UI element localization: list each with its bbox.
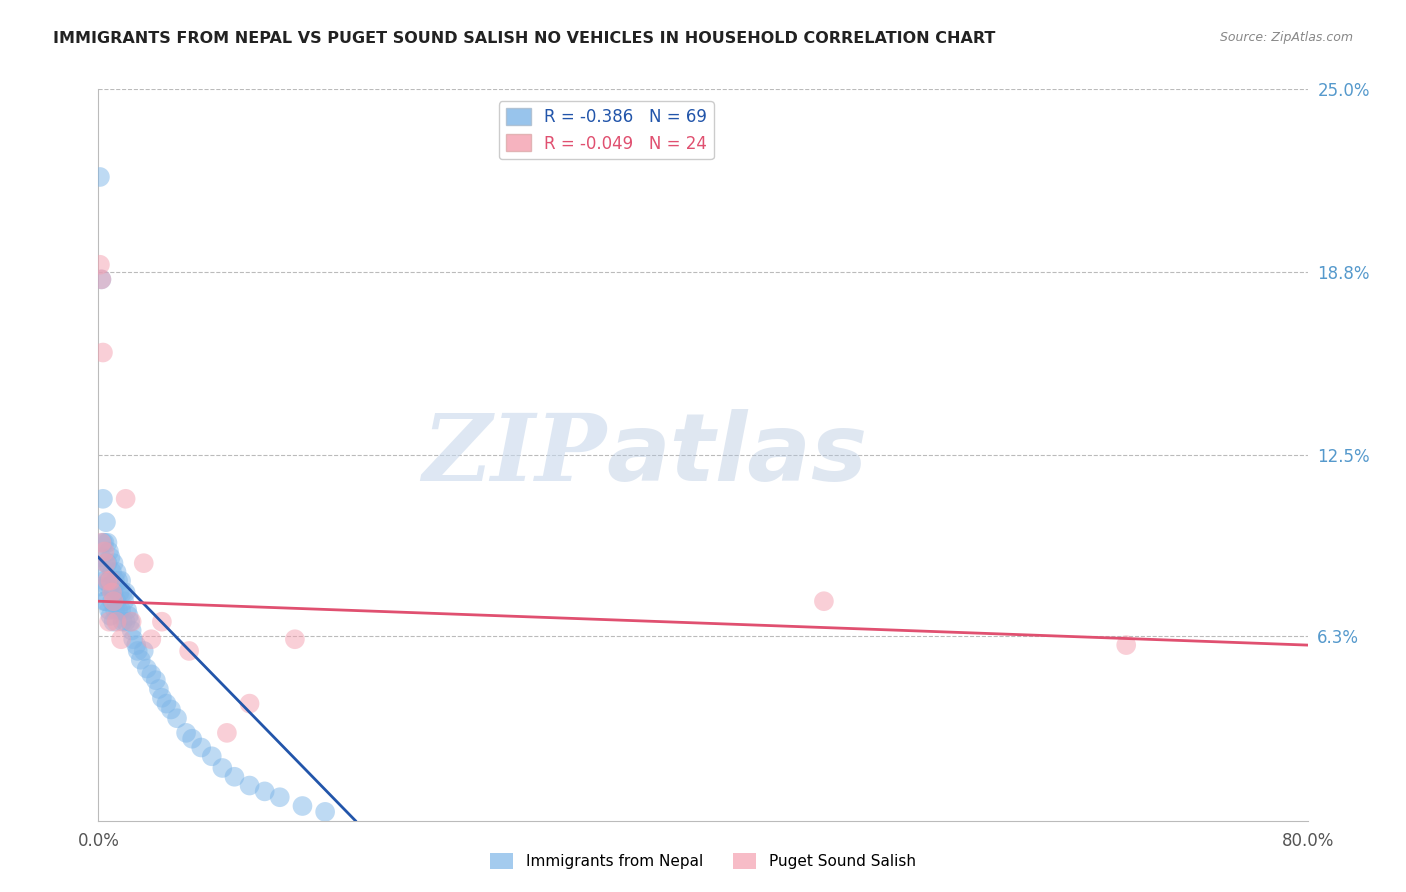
Point — [100, 608, 122, 623]
Point — [115, 603, 138, 617]
Point — [94, 556, 117, 570]
Point — [111, 615, 134, 629]
Point — [239, 779, 262, 793]
Point — [148, 681, 170, 696]
Point — [145, 673, 167, 688]
Point — [101, 565, 124, 579]
Point — [90, 272, 112, 286]
Point — [141, 667, 163, 681]
Point — [96, 535, 118, 549]
Point — [90, 272, 112, 286]
Point — [94, 594, 117, 608]
Point — [89, 580, 111, 594]
Point — [121, 615, 143, 629]
Point — [107, 603, 129, 617]
Point — [91, 535, 114, 549]
Point — [105, 565, 128, 579]
Point — [112, 594, 135, 608]
Point — [103, 594, 125, 608]
Point — [110, 603, 132, 617]
Point — [104, 574, 127, 588]
Point — [166, 711, 188, 725]
Point — [174, 726, 197, 740]
Point — [239, 697, 262, 711]
Point — [114, 491, 136, 506]
Point — [120, 615, 142, 629]
Point — [122, 632, 145, 647]
Point — [110, 574, 132, 588]
Point — [110, 632, 132, 647]
Point — [103, 615, 125, 629]
Point — [90, 550, 112, 565]
Point — [98, 615, 121, 629]
Point — [89, 169, 111, 184]
Point — [94, 556, 117, 570]
Point — [114, 585, 136, 599]
Point — [269, 790, 291, 805]
Point — [190, 740, 212, 755]
Point — [253, 784, 276, 798]
Point — [104, 603, 127, 617]
Point — [89, 258, 111, 272]
Point — [93, 594, 115, 608]
Point — [284, 632, 307, 647]
Point — [93, 574, 115, 588]
Point — [103, 585, 125, 599]
Text: ZIP: ZIP — [422, 410, 606, 500]
Point — [98, 603, 121, 617]
Point — [105, 594, 128, 608]
Point — [91, 345, 114, 359]
Point — [93, 544, 115, 558]
Point — [211, 761, 233, 775]
Point — [101, 585, 124, 599]
Point — [98, 544, 121, 558]
Point — [91, 565, 114, 579]
Point — [108, 585, 131, 599]
Point — [114, 615, 136, 629]
Point — [105, 615, 128, 629]
Point — [100, 550, 122, 565]
Point — [100, 580, 122, 594]
Point — [181, 731, 204, 746]
Point — [132, 644, 155, 658]
Point — [121, 624, 143, 638]
Point — [150, 615, 173, 629]
Legend: R = -0.386   N = 69, R = -0.049   N = 24: R = -0.386 N = 69, R = -0.049 N = 24 — [499, 101, 713, 159]
Text: IMMIGRANTS FROM NEPAL VS PUGET SOUND SALISH NO VEHICLES IN HOUSEHOLD CORRELATION: IMMIGRANTS FROM NEPAL VS PUGET SOUND SAL… — [53, 31, 995, 46]
Point — [101, 594, 124, 608]
Point — [132, 556, 155, 570]
Text: Source: ZipAtlas.com: Source: ZipAtlas.com — [1219, 31, 1353, 45]
Text: atlas: atlas — [606, 409, 868, 501]
Point — [90, 535, 112, 549]
Point — [150, 690, 173, 705]
Point — [129, 653, 152, 667]
Point — [179, 644, 201, 658]
Point — [813, 594, 835, 608]
Point — [111, 585, 134, 599]
Point — [94, 515, 117, 529]
Point — [201, 749, 224, 764]
Point — [91, 491, 114, 506]
Point — [96, 556, 118, 570]
Point — [291, 799, 314, 814]
Point — [215, 726, 238, 740]
Point — [160, 702, 183, 716]
Point — [100, 574, 122, 588]
Point — [96, 574, 118, 588]
Legend: Immigrants from Nepal, Puget Sound Salish: Immigrants from Nepal, Puget Sound Salis… — [484, 847, 922, 875]
Point — [125, 638, 148, 652]
Point — [107, 574, 129, 588]
Point — [127, 644, 149, 658]
Point — [96, 580, 118, 594]
Point — [98, 574, 121, 588]
Point — [224, 770, 246, 784]
Point — [155, 697, 177, 711]
Point — [135, 661, 157, 675]
Point — [118, 608, 141, 623]
Point — [314, 805, 336, 819]
Point — [93, 535, 115, 549]
Point — [141, 632, 163, 647]
Point — [1115, 638, 1137, 652]
Point — [103, 556, 125, 570]
